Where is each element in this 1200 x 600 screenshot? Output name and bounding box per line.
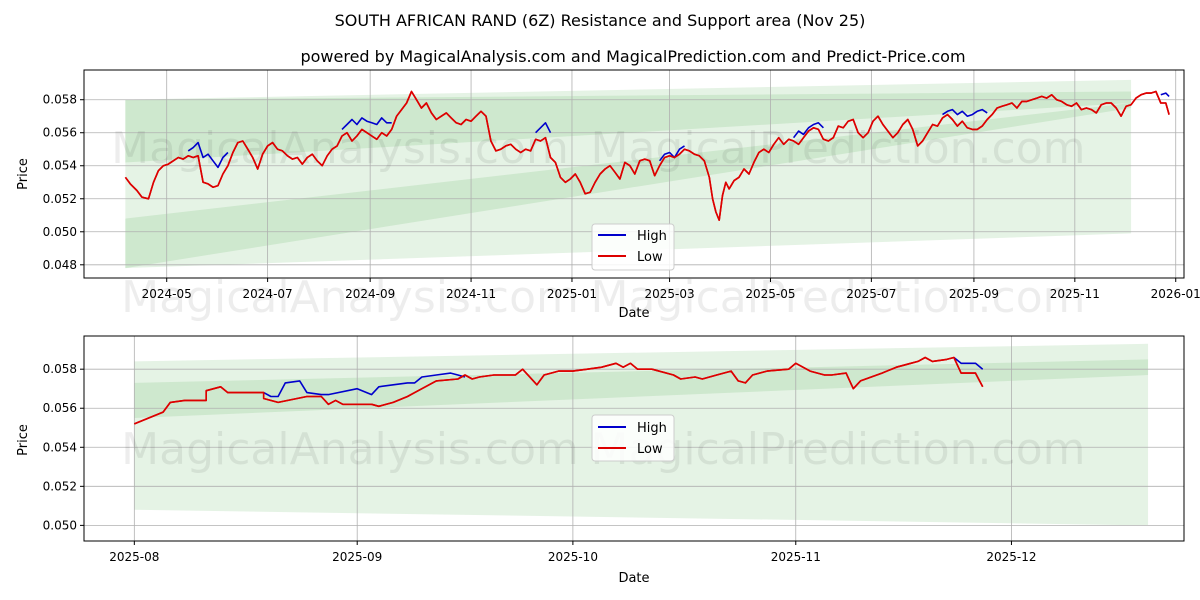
y-tick-label: 0.052 xyxy=(43,192,77,206)
x-tick-label: 2025-03 xyxy=(644,287,694,301)
y-tick-label: 0.058 xyxy=(43,93,77,107)
x-tick-label: 2025-09 xyxy=(332,550,382,564)
x-tick-label: 2025-09 xyxy=(949,287,999,301)
band-0 xyxy=(125,79,1132,269)
series-low-line-overlay xyxy=(124,90,1170,221)
series-high-line xyxy=(341,117,392,130)
series-high-line xyxy=(187,141,229,169)
x-tick-label: 2025-11 xyxy=(771,550,821,564)
y-tick-label: 0.052 xyxy=(43,479,77,493)
watermark-analysis-lower: MagicalAnalysis.com xyxy=(121,272,579,323)
y-tick-label: 0.048 xyxy=(43,258,77,272)
bottom-price-lines xyxy=(133,356,984,425)
bottom-ylabel: Price xyxy=(16,424,31,456)
y-tick-label: 0.056 xyxy=(43,126,77,140)
band-2 xyxy=(125,103,1132,269)
top-watermark: MagicalAnalysis.com MagicalPrediction.co… xyxy=(111,123,1085,323)
series-high-line xyxy=(535,122,552,134)
x-tick-label: 2025-08 xyxy=(109,550,159,564)
series-high-line xyxy=(792,122,824,139)
bottom-grid xyxy=(84,336,1184,541)
top-legend: High Low xyxy=(591,223,675,271)
y-tick-label: 0.056 xyxy=(43,401,77,415)
bottom-axes-frame xyxy=(83,335,1185,542)
band-1 xyxy=(125,91,1132,163)
series-low-line-overlay xyxy=(133,356,984,425)
x-tick-label: 2024-07 xyxy=(243,287,293,301)
x-tick-label: 2026-01 xyxy=(1151,287,1200,301)
chart-title: SOUTH AFRICAN RAND (6Z) Resistance and S… xyxy=(335,11,866,30)
y-tick-label: 0.054 xyxy=(43,440,77,454)
x-tick-label: 2025-05 xyxy=(745,287,795,301)
top-ticks: 2024-05 2024-07 2024-09 2024-11 2025-01 2025-… xyxy=(43,93,1200,301)
bottom-panel: MagicalAnalysis.com MagicalPrediction.co… xyxy=(16,335,1185,586)
top-xlabel: Date xyxy=(618,306,649,321)
watermark-prediction: MagicalPrediction.com xyxy=(591,123,1086,174)
top-support-resistance-bands xyxy=(125,79,1132,269)
x-tick-label: 2025-07 xyxy=(846,287,896,301)
series-high-line xyxy=(658,145,685,162)
x-tick-label: 2024-09 xyxy=(345,287,395,301)
y-tick-label: 0.050 xyxy=(43,225,77,239)
bottom-legend: High Low xyxy=(591,414,675,462)
x-tick-label: 2025-10 xyxy=(548,550,598,564)
x-tick-label: 2024-11 xyxy=(446,287,496,301)
top-ylabel: Price xyxy=(16,158,31,190)
bottom-legend-low-label: Low xyxy=(637,442,663,457)
bottom-watermark-analysis: MagicalAnalysis.com xyxy=(121,424,579,475)
bottom-ticks: 2025-08 2025-09 2025-10 2025-11 2025-12 0.050… xyxy=(43,362,1037,564)
bottom-xlabel: Date xyxy=(618,571,649,586)
x-tick-label: 2025-12 xyxy=(986,550,1036,564)
watermark-prediction-lower: MagicalPrediction.com xyxy=(591,272,1086,323)
x-tick-label: 2025-01 xyxy=(547,287,597,301)
chart-subtitle: powered by MagicalAnalysis.com and Magic… xyxy=(300,47,965,66)
top-legend-high-label: High xyxy=(637,229,667,244)
series-high-line xyxy=(953,356,984,370)
top-panel: MagicalAnalysis.com MagicalPrediction.co… xyxy=(16,69,1200,323)
top-axes-frame xyxy=(83,69,1185,279)
bottom-legend-high-label: High xyxy=(637,421,667,436)
series-high-line xyxy=(942,108,988,117)
y-tick-label: 0.054 xyxy=(43,159,77,173)
series-high-line xyxy=(1160,92,1170,97)
x-tick-label: 2025-11 xyxy=(1050,287,1100,301)
top-legend-low-label: Low xyxy=(637,250,663,265)
top-price-lines xyxy=(124,90,1170,221)
series-high-line xyxy=(263,372,466,398)
x-tick-label: 2024-05 xyxy=(142,287,192,301)
y-tick-label: 0.050 xyxy=(43,518,77,532)
watermark-analysis: MagicalAnalysis.com xyxy=(111,123,569,174)
y-tick-label: 0.058 xyxy=(43,362,77,376)
